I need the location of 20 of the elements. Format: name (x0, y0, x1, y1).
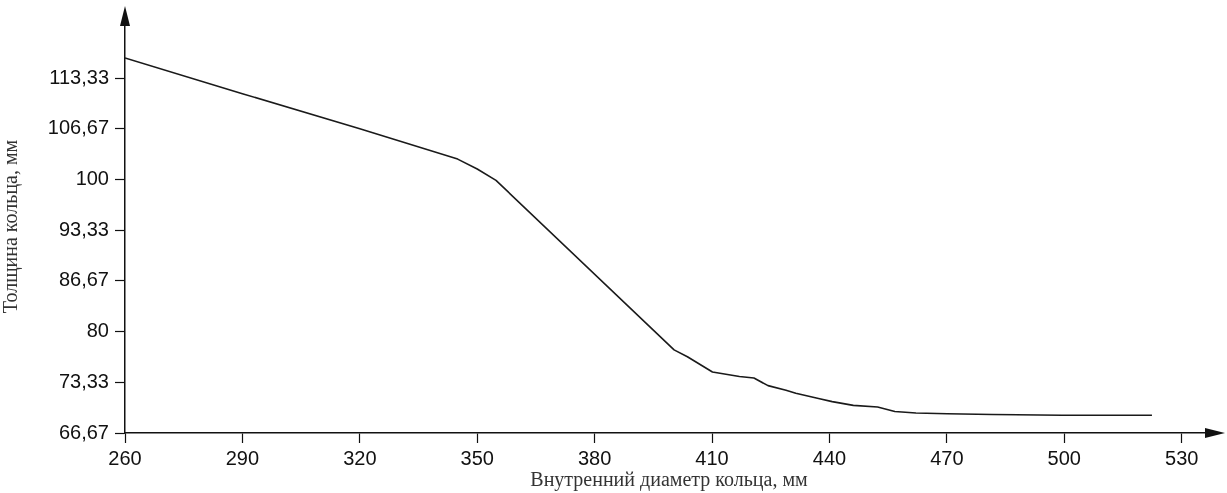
x-tick-label: 260 (108, 446, 142, 469)
y-tick-label: 100 (75, 167, 109, 190)
x-tick-label: 500 (1047, 446, 1081, 469)
x-tick-label: 530 (1165, 446, 1199, 469)
x-tick-label: 350 (460, 446, 494, 469)
x-tick-label: 410 (695, 446, 729, 469)
x-axis-title: Внутренний диаметр кольца, мм (530, 468, 809, 492)
y-tick-label: 113,33 (49, 65, 109, 88)
y-tick-label: 93,33 (58, 217, 109, 240)
y-tick-label: 106,67 (47, 116, 109, 139)
x-tick-label: 290 (225, 446, 260, 469)
y-tick-label: 80 (86, 319, 109, 342)
y-axis-title: Толщина кольца, мм (0, 139, 23, 314)
x-tick-label: 470 (930, 446, 964, 469)
x-tick-label: 320 (343, 446, 377, 469)
y-tick-label: 73,33 (58, 369, 109, 392)
x-tick-label: 380 (577, 446, 612, 469)
y-tick-label: 86,67 (58, 268, 109, 291)
x-tick-label: 440 (812, 446, 847, 469)
y-tick-label: 66,67 (58, 420, 109, 443)
